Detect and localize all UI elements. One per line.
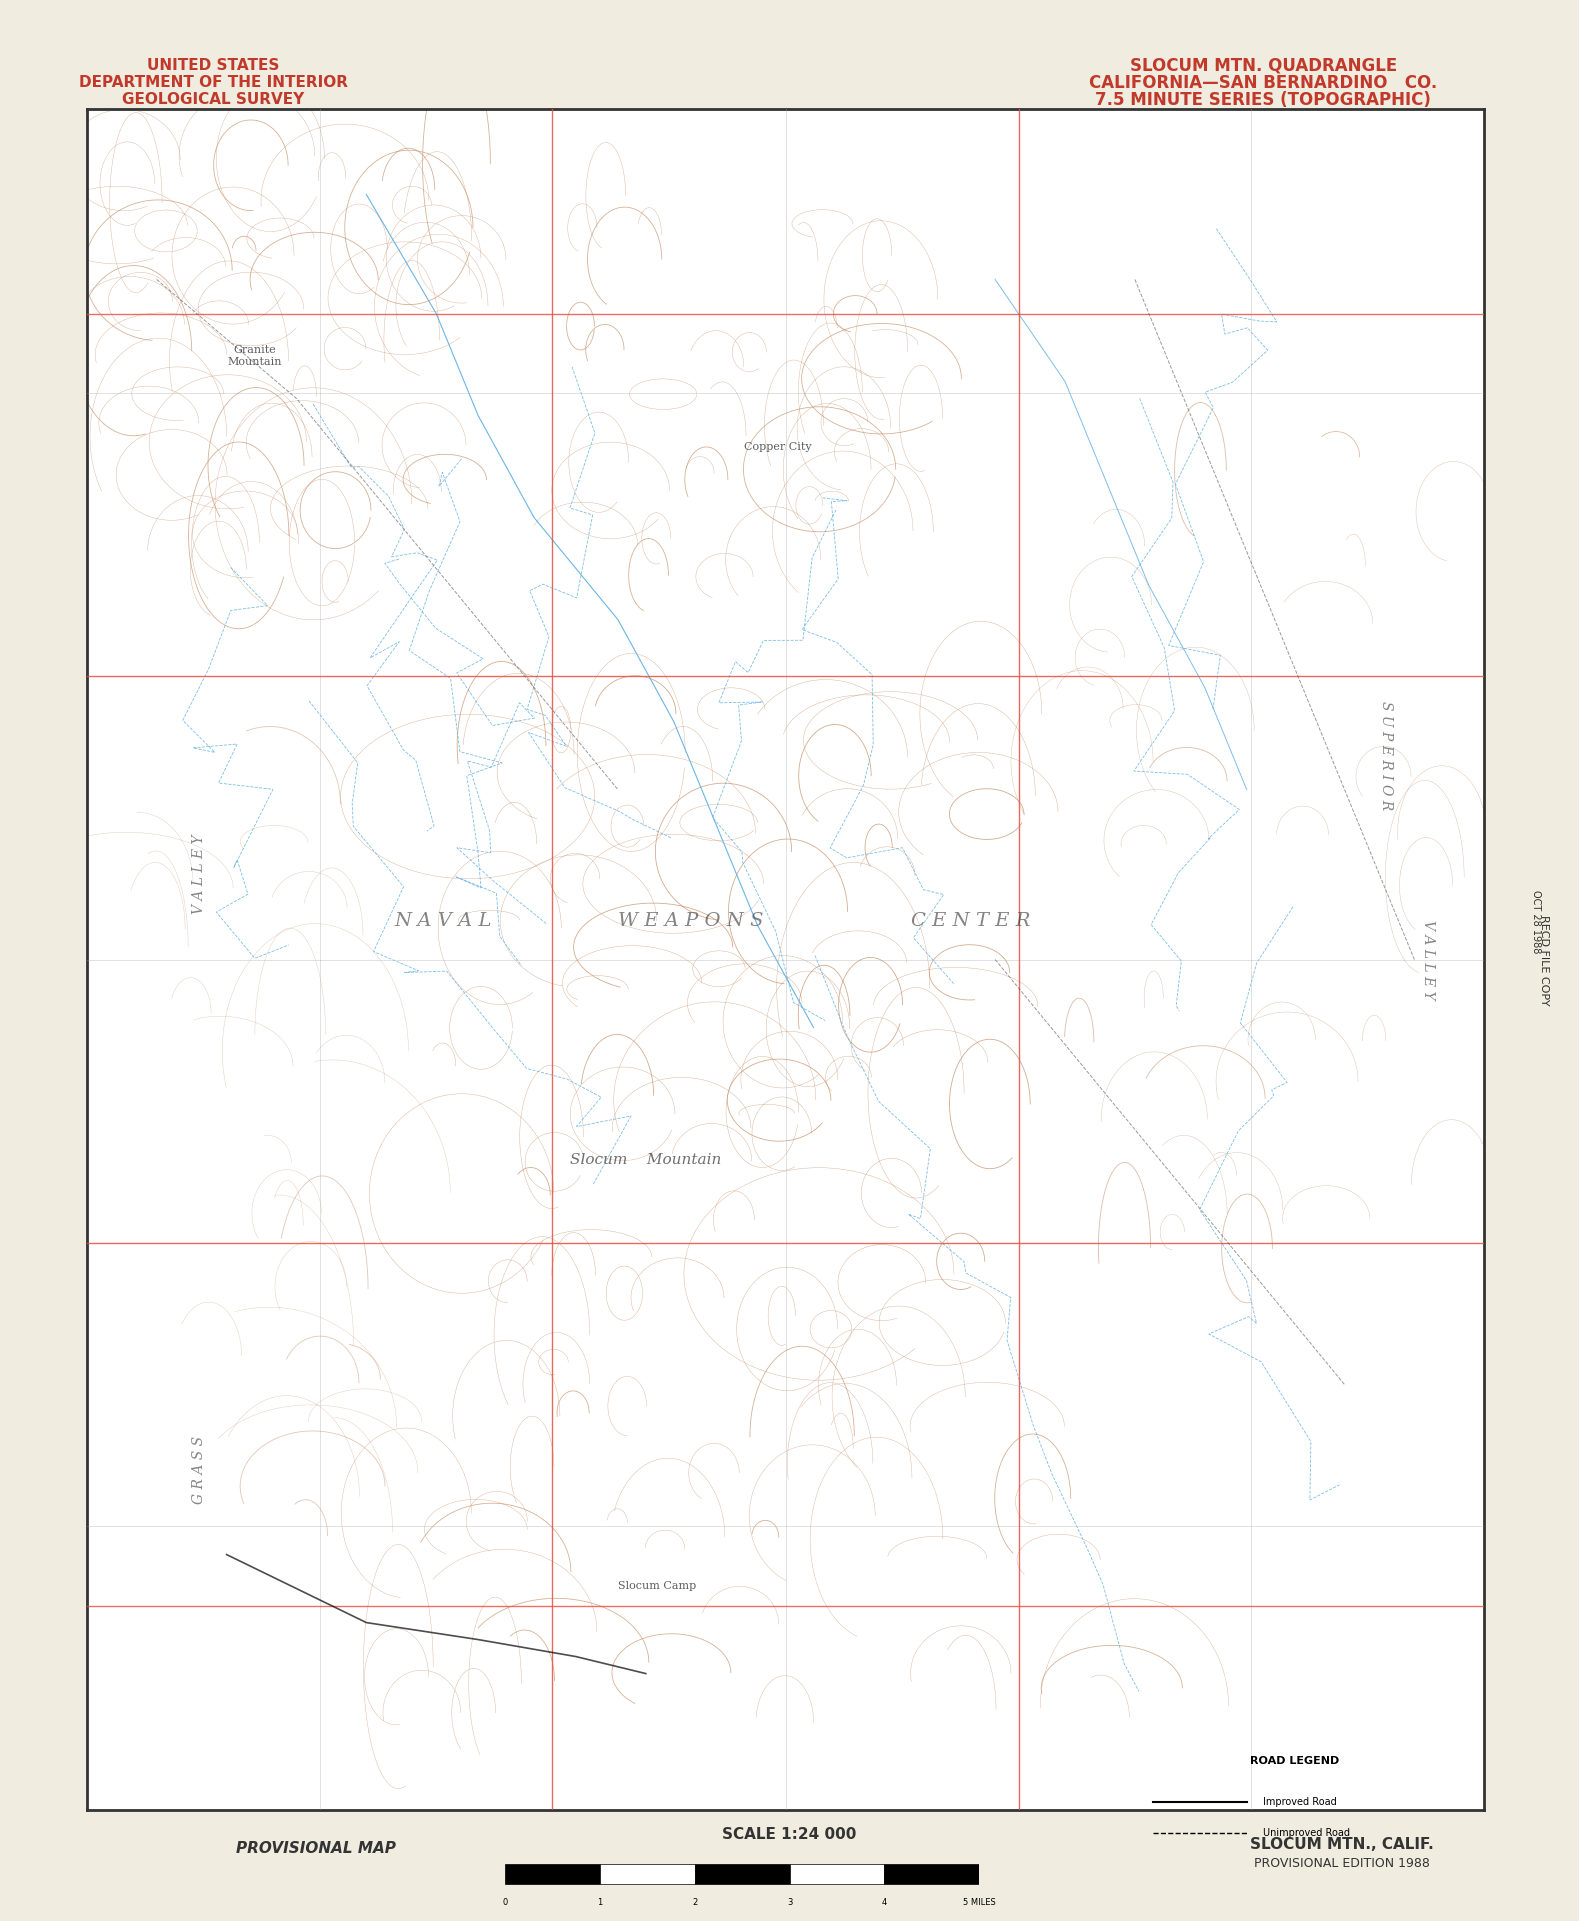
Text: Granite
Mountain: Granite Mountain bbox=[227, 346, 281, 367]
Text: N A V A L: N A V A L bbox=[395, 912, 491, 930]
Bar bbox=[505, 1863, 600, 1883]
Text: S U P E R I O R: S U P E R I O R bbox=[1380, 701, 1393, 811]
Text: W E A P O N S: W E A P O N S bbox=[617, 912, 763, 930]
Bar bbox=[695, 1863, 790, 1883]
Text: UNITED STATES: UNITED STATES bbox=[147, 58, 279, 73]
Text: Slocum Camp: Slocum Camp bbox=[617, 1581, 696, 1591]
Text: Copper City: Copper City bbox=[744, 442, 812, 451]
Bar bbox=[600, 1863, 695, 1883]
Bar bbox=[790, 1863, 884, 1883]
Text: G R A S S: G R A S S bbox=[191, 1435, 205, 1504]
Text: GEOLOGICAL SURVEY: GEOLOGICAL SURVEY bbox=[122, 92, 305, 108]
Text: 0: 0 bbox=[502, 1898, 508, 1908]
Text: Unimproved Road: Unimproved Road bbox=[1263, 1827, 1350, 1838]
Text: V A L L E Y: V A L L E Y bbox=[1421, 920, 1435, 999]
Text: Slocum    Mountain: Slocum Mountain bbox=[570, 1153, 722, 1166]
Text: DEPARTMENT OF THE INTERIOR: DEPARTMENT OF THE INTERIOR bbox=[79, 75, 347, 90]
Text: C E N T E R: C E N T E R bbox=[911, 912, 1031, 930]
Text: OCT 28 1988: OCT 28 1988 bbox=[1532, 891, 1541, 953]
Text: 7.5 MINUTE SERIES (TOPOGRAPHIC): 7.5 MINUTE SERIES (TOPOGRAPHIC) bbox=[1096, 90, 1431, 109]
Text: 3: 3 bbox=[786, 1898, 793, 1908]
Text: SLOCUM MTN. QUADRANGLE: SLOCUM MTN. QUADRANGLE bbox=[1129, 56, 1397, 75]
Text: 1: 1 bbox=[597, 1898, 603, 1908]
Text: Improved Road: Improved Road bbox=[1263, 1796, 1337, 1808]
Text: ROAD LEGEND: ROAD LEGEND bbox=[1251, 1756, 1339, 1765]
Text: SCALE 1:24 000: SCALE 1:24 000 bbox=[722, 1827, 857, 1842]
Text: CALIFORNIA—SAN BERNARDINO   CO.: CALIFORNIA—SAN BERNARDINO CO. bbox=[1090, 73, 1437, 92]
Text: SLOCUM MTN., CALIF.: SLOCUM MTN., CALIF. bbox=[1251, 1836, 1434, 1852]
Text: 4: 4 bbox=[881, 1898, 887, 1908]
Text: 5 MILES: 5 MILES bbox=[963, 1898, 995, 1908]
Text: 2: 2 bbox=[692, 1898, 698, 1908]
Text: PROVISIONAL MAP: PROVISIONAL MAP bbox=[235, 1840, 396, 1856]
Text: V A L L E Y: V A L L E Y bbox=[191, 836, 205, 914]
Bar bbox=[884, 1863, 979, 1883]
Text: PROVISIONAL EDITION 1988: PROVISIONAL EDITION 1988 bbox=[1254, 1858, 1431, 1869]
Text: RECD FILE COPY: RECD FILE COPY bbox=[1540, 914, 1549, 1007]
